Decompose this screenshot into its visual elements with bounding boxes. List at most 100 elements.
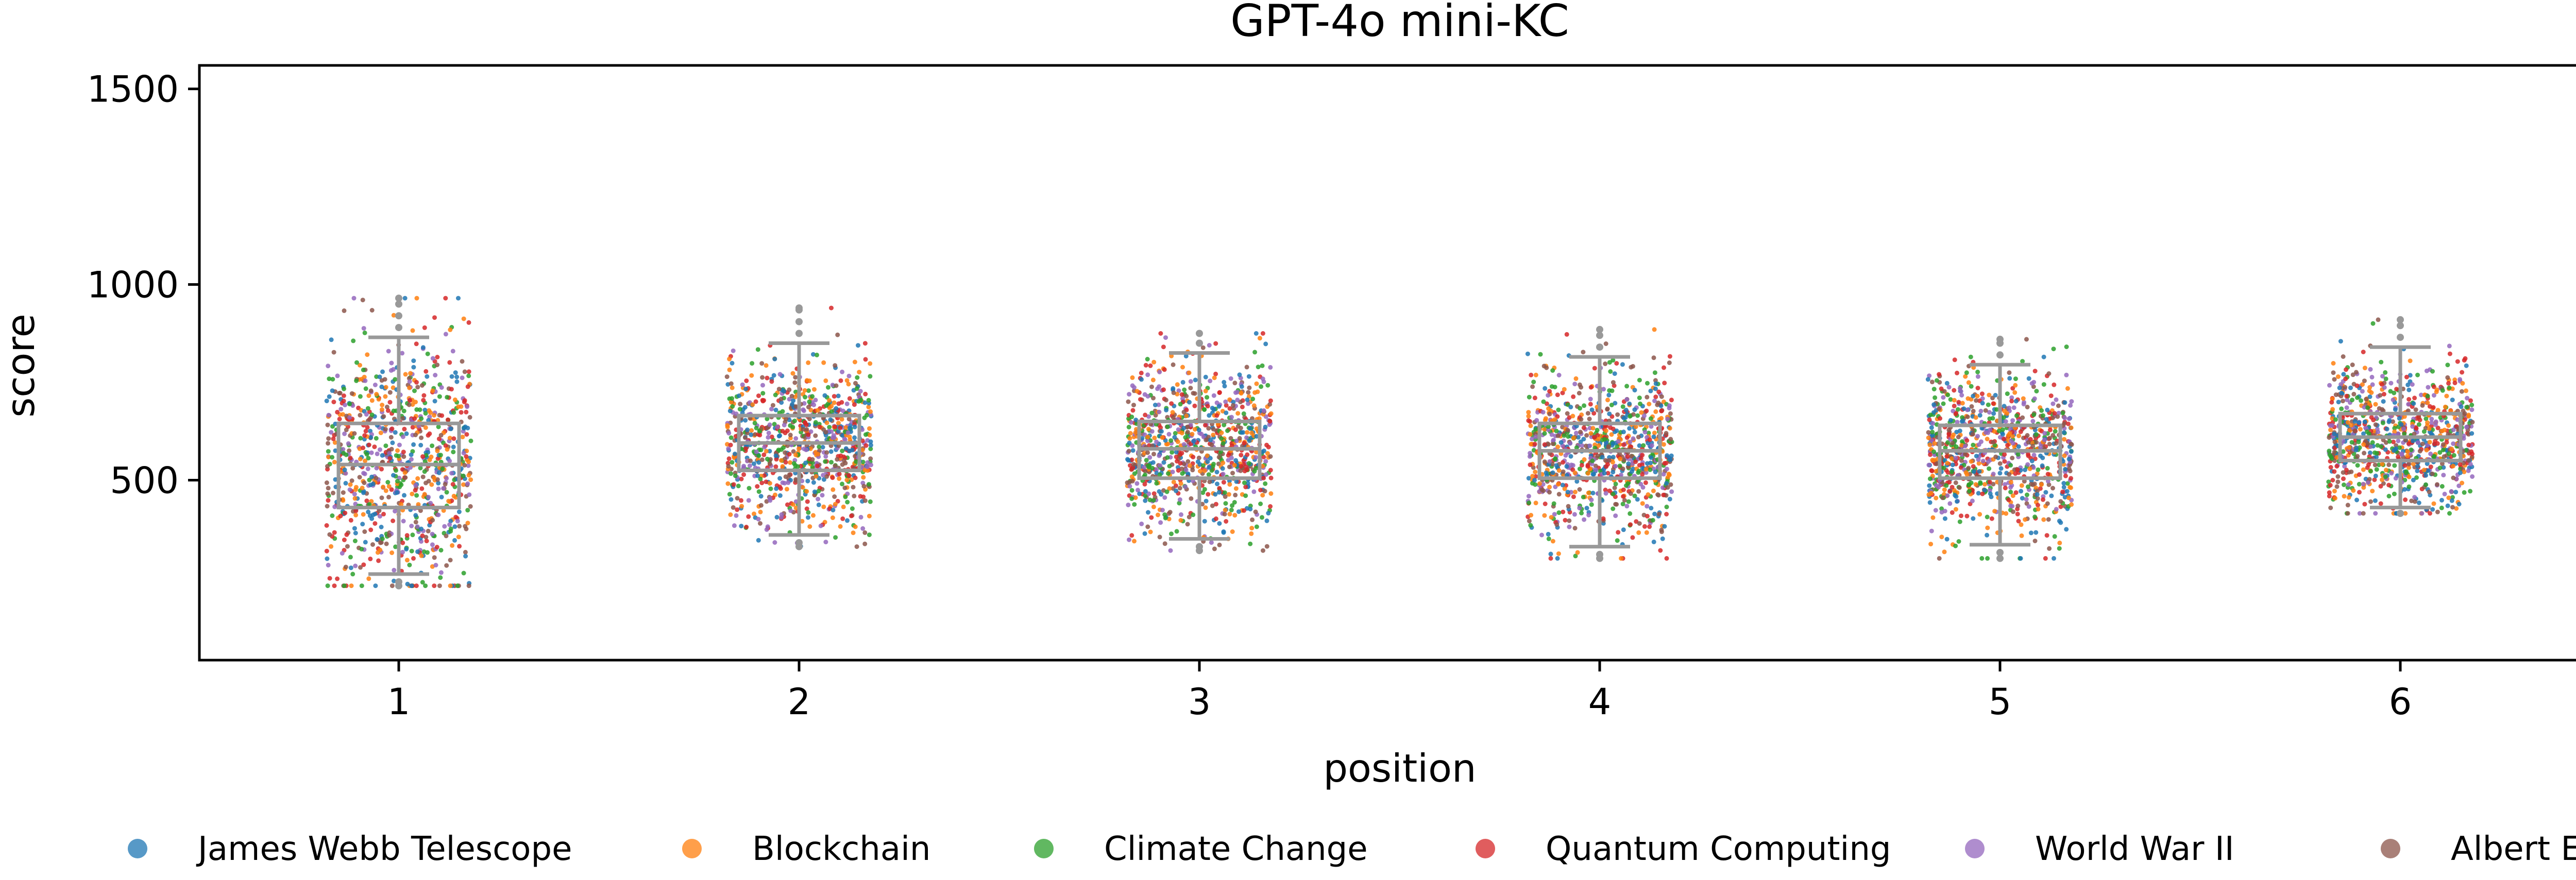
- data-point: [1636, 489, 1641, 494]
- data-point: [402, 426, 407, 432]
- data-point: [1560, 390, 1565, 395]
- data-point: [1161, 387, 1166, 392]
- data-point: [400, 351, 405, 356]
- data-point: [347, 487, 352, 492]
- data-point: [1603, 428, 1608, 433]
- data-point: [765, 456, 770, 461]
- data-point: [407, 562, 412, 567]
- data-point: [1562, 433, 1567, 438]
- data-point: [758, 503, 764, 508]
- data-point: [2007, 472, 2012, 477]
- data-point: [1971, 464, 1976, 469]
- data-point: [1930, 421, 1936, 426]
- data-point: [335, 409, 340, 415]
- data-point: [366, 393, 371, 398]
- data-point: [1223, 399, 1228, 404]
- data-point: [399, 502, 404, 507]
- data-point: [743, 386, 748, 391]
- data-point: [418, 465, 423, 471]
- data-point: [466, 320, 471, 325]
- data-point: [1170, 470, 1175, 474]
- data-point: [1647, 437, 1652, 442]
- data-point: [756, 516, 761, 522]
- data-point: [358, 412, 363, 418]
- data-point: [728, 497, 734, 502]
- data-point: [417, 407, 422, 412]
- data-point: [403, 475, 408, 480]
- data-point: [1232, 381, 1238, 386]
- data-point: [816, 502, 821, 507]
- data-point: [824, 403, 829, 408]
- data-point: [1543, 386, 1548, 391]
- data-point: [413, 482, 418, 488]
- data-point: [430, 356, 435, 361]
- data-point: [2036, 507, 2041, 512]
- data-point: [335, 576, 340, 581]
- data-point: [362, 471, 367, 476]
- data-point: [803, 460, 808, 465]
- data-point: [2008, 490, 2013, 494]
- data-point: [1621, 457, 1626, 462]
- data-point: [413, 488, 418, 493]
- data-point: [1987, 392, 1992, 398]
- data-point: [2047, 427, 2053, 433]
- data-point: [1196, 455, 1201, 460]
- data-point: [1964, 438, 1970, 443]
- data-point: [1588, 385, 1594, 390]
- data-point: [1631, 412, 1636, 417]
- data-point: [743, 446, 748, 451]
- data-point: [324, 523, 329, 528]
- data-point: [1648, 460, 1653, 465]
- data-point: [1985, 514, 1990, 520]
- data-point: [1530, 437, 1534, 441]
- data-point: [1603, 488, 1608, 492]
- data-point: [1661, 472, 1666, 477]
- data-point: [1572, 382, 1578, 387]
- data-point: [812, 489, 817, 494]
- data-point: [350, 572, 355, 577]
- data-point: [1590, 458, 1595, 463]
- data-point: [368, 556, 373, 561]
- data-point: [449, 387, 454, 392]
- data-point: [1929, 379, 1935, 385]
- data-point: [452, 538, 457, 543]
- data-point: [1668, 411, 1673, 416]
- data-point: [760, 391, 766, 396]
- data-point: [2374, 467, 2379, 472]
- data-point: [1129, 415, 1134, 420]
- data-point: [405, 581, 410, 586]
- data-point: [436, 486, 441, 491]
- data-point: [452, 524, 457, 529]
- data-point: [2021, 402, 2026, 407]
- data-point: [1651, 355, 1656, 360]
- data-point: [1629, 454, 1634, 459]
- data-point: [2069, 425, 2074, 430]
- data-point: [2029, 458, 2035, 463]
- data-point: [358, 457, 363, 461]
- data-point: [1202, 407, 1207, 412]
- data-point: [726, 446, 731, 451]
- data-point: [1193, 377, 1198, 383]
- data-point: [2011, 509, 2015, 514]
- data-point: [2372, 498, 2378, 503]
- data-point: [1212, 375, 1217, 381]
- data-point: [374, 436, 379, 441]
- data-point: [368, 435, 374, 440]
- data-point: [1145, 438, 1150, 443]
- data-point: [2392, 463, 2397, 468]
- data-point: [2046, 371, 2052, 376]
- data-point: [862, 400, 868, 405]
- data-point: [736, 484, 741, 489]
- data-point: [746, 498, 751, 503]
- data-point: [365, 467, 370, 471]
- data-point: [1253, 455, 1258, 460]
- data-point: [1228, 376, 1233, 381]
- data-point: [834, 383, 839, 388]
- data-point: [1942, 549, 1947, 555]
- data-point: [1614, 428, 1619, 434]
- data-point: [341, 393, 346, 398]
- data-point: [1251, 489, 1257, 494]
- data-point: [1187, 514, 1192, 520]
- data-point: [1247, 438, 1252, 443]
- data-point: [1129, 533, 1134, 538]
